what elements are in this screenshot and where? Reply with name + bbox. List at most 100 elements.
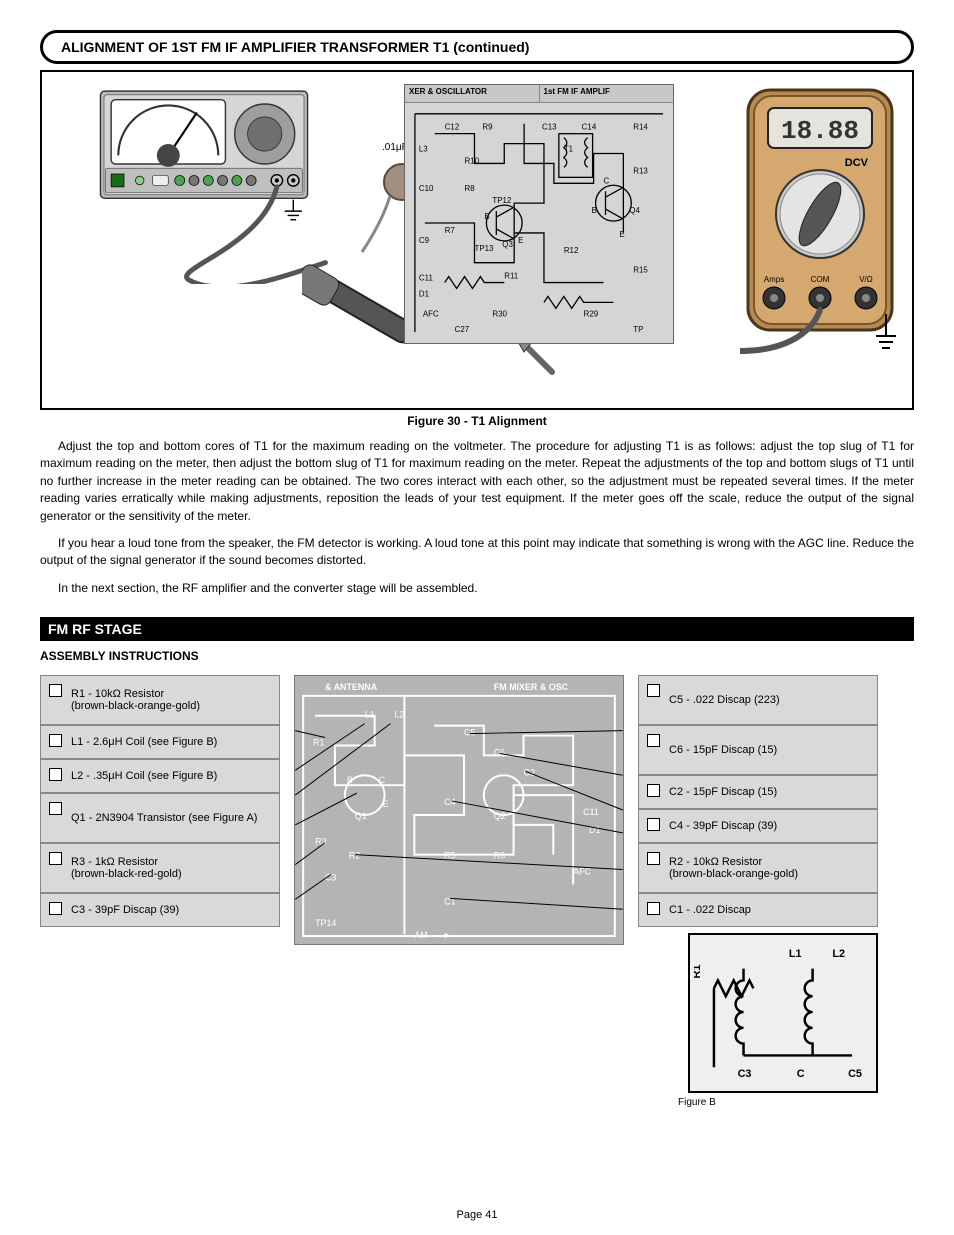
- svg-text:E: E: [518, 236, 523, 245]
- svg-text:TP13: TP13: [474, 244, 494, 253]
- svg-text:D1: D1: [419, 289, 430, 298]
- svg-text:COM: COM: [811, 275, 830, 284]
- svg-text:R30: R30: [492, 309, 507, 318]
- svg-text:B: B: [484, 212, 489, 221]
- svg-text:D1: D1: [589, 825, 600, 835]
- multimeter-readout: 18.88: [781, 116, 859, 146]
- svg-text:C: C: [379, 775, 386, 785]
- svg-text:C11: C11: [583, 807, 599, 817]
- svg-text:AFC: AFC: [423, 309, 439, 318]
- svg-text:R11: R11: [504, 272, 519, 281]
- svg-text:TP: TP: [633, 325, 643, 334]
- paragraph-3: In the next section, the RF amplifier an…: [40, 580, 914, 597]
- svg-text:R1: R1: [313, 738, 324, 748]
- svg-text:C27: C27: [455, 325, 470, 334]
- svg-text:& ANTENNA: & ANTENNA: [325, 682, 378, 692]
- svg-text:Q2: Q2: [494, 811, 506, 821]
- svg-text:R12: R12: [564, 246, 579, 255]
- svg-text:R10: R10: [465, 156, 480, 165]
- svg-text:Q4: Q4: [629, 206, 640, 215]
- svg-text:R7: R7: [445, 226, 456, 235]
- paragraph-2: If you hear a loud tone from the speaker…: [40, 535, 914, 570]
- checklist-item: Q1 - 2N3904 Transistor (see Figure A): [40, 793, 280, 843]
- section-bar: FM RF STAGE: [40, 617, 914, 641]
- svg-text:V/Ω: V/Ω: [859, 275, 873, 284]
- checklist-item: L2 - .35μH Coil (see Figure B): [40, 759, 280, 793]
- svg-text:C13: C13: [542, 123, 557, 132]
- svg-text:L1: L1: [365, 710, 375, 720]
- checklist-item: C5 - .022 Discap (223): [638, 675, 878, 725]
- schematic-drawing: C12 R9 C13 C14 R14 L3 R10 C10 R8 TP12 T1 C B R13 Q4…: [405, 103, 673, 343]
- svg-text:R5: R5: [444, 851, 455, 861]
- multimeter-illustration: 18.88 DCV Amps COM V/Ω: [740, 84, 900, 384]
- assembly-right-column: C5 - .022 Discap (223)C6 - 15pF Discap (…: [638, 675, 878, 1108]
- svg-text:B: B: [592, 206, 597, 215]
- svg-text:C4: C4: [444, 797, 455, 807]
- svg-text:C: C: [797, 1068, 805, 1080]
- svg-text:C3: C3: [738, 1068, 752, 1080]
- svg-text:C6: C6: [494, 748, 505, 758]
- body-text: Adjust the top and bottom cores of T1 fo…: [40, 438, 914, 597]
- svg-text:L2: L2: [832, 948, 845, 960]
- checklist-item: C4 - 39pF Discap (39): [638, 809, 878, 843]
- svg-text:E: E: [619, 230, 624, 239]
- multimeter: 18.88 DCV Amps COM V/Ω: [740, 84, 900, 387]
- svg-text:T1: T1: [564, 145, 574, 154]
- svg-text:C12: C12: [445, 123, 460, 132]
- schematic-snippet: XER & OSCILLATOR 1st FM IF AMPLIF: [404, 84, 674, 344]
- figure-b-caption: Figure B: [638, 1097, 878, 1108]
- svg-text:AM ──►: AM ──►: [414, 930, 451, 940]
- svg-text:C5: C5: [848, 1068, 862, 1080]
- figure-b-box: L1 L2 R1 C3 C C5: [688, 933, 878, 1093]
- checklist-item: C6 - 15pF Discap (15): [638, 725, 878, 775]
- assembly-left-column: R1 - 10kΩ Resistor (brown-black-orange-g…: [40, 675, 280, 927]
- checklist-item: C2 - 15pF Discap (15): [638, 775, 878, 809]
- pcb-drawing: & ANTENNA FM MIXER & OSC L1L2 R1 C5C6C2: [295, 676, 623, 944]
- figure-30-box: .01μF XER & OSCILLATOR 1st FM IF AMPLIF: [40, 70, 914, 410]
- svg-text:C10: C10: [419, 184, 434, 193]
- svg-text:FM MIXER & OSC: FM MIXER & OSC: [494, 682, 569, 692]
- svg-text:R1: R1: [694, 965, 703, 979]
- figure-b-drawing: L1 L2 R1 C3 C C5: [694, 939, 872, 1087]
- svg-text:TP14: TP14: [315, 918, 336, 928]
- svg-text:R9: R9: [482, 123, 493, 132]
- signal-generator-illustration: [54, 84, 354, 284]
- svg-text:R14: R14: [633, 123, 648, 132]
- svg-text:R29: R29: [584, 309, 599, 318]
- assembly-row: R1 - 10kΩ Resistor (brown-black-orange-g…: [40, 675, 914, 1108]
- svg-text:Q1: Q1: [355, 811, 367, 821]
- section-header-pill: ALIGNMENT OF 1ST FM IF AMPLIFIER TRANSFO…: [40, 30, 914, 64]
- checklist-item: R1 - 10kΩ Resistor (brown-black-orange-g…: [40, 675, 280, 725]
- svg-text:DCV: DCV: [845, 157, 869, 169]
- svg-text:R15: R15: [633, 266, 648, 275]
- page-number: Page 41: [457, 1209, 498, 1221]
- svg-text:L1: L1: [789, 948, 802, 960]
- checklist-item: C1 - .022 Discap: [638, 893, 878, 927]
- pcb-layout: & ANTENNA FM MIXER & OSC L1L2 R1 C5C6C2: [294, 675, 624, 945]
- signal-generator: [54, 84, 354, 287]
- svg-text:R6: R6: [494, 851, 505, 861]
- svg-text:R13: R13: [633, 166, 648, 175]
- checklist-item: R3 - 1kΩ Resistor (brown-black-red-gold): [40, 843, 280, 893]
- svg-text:C1: C1: [444, 896, 455, 906]
- svg-text:TP12: TP12: [492, 196, 512, 205]
- svg-text:R8: R8: [465, 184, 476, 193]
- svg-text:L3: L3: [419, 145, 428, 154]
- figure-caption: Figure 30 - T1 Alignment: [40, 414, 914, 428]
- svg-text:R2: R2: [349, 851, 360, 861]
- checklist-item: C3 - 39pF Discap (39): [40, 893, 280, 927]
- checklist-item: L1 - 2.6μH Coil (see Figure B): [40, 725, 280, 759]
- svg-text:C: C: [604, 176, 610, 185]
- svg-text:C9: C9: [419, 236, 430, 245]
- svg-text:L2: L2: [394, 710, 404, 720]
- svg-text:E: E: [383, 799, 389, 809]
- svg-text:C5: C5: [464, 728, 475, 738]
- svg-text:C14: C14: [582, 123, 597, 132]
- paragraph-1: Adjust the top and bottom cores of T1 fo…: [40, 438, 914, 525]
- checklist-item: R2 - 10kΩ Resistor (brown-black-orange-g…: [638, 843, 878, 893]
- svg-text:B: B: [347, 775, 353, 785]
- svg-text:Amps: Amps: [764, 275, 784, 284]
- svg-text:C11: C11: [419, 274, 434, 283]
- svg-text:Q3: Q3: [502, 240, 513, 249]
- assembly-heading: ASSEMBLY INSTRUCTIONS: [40, 649, 914, 663]
